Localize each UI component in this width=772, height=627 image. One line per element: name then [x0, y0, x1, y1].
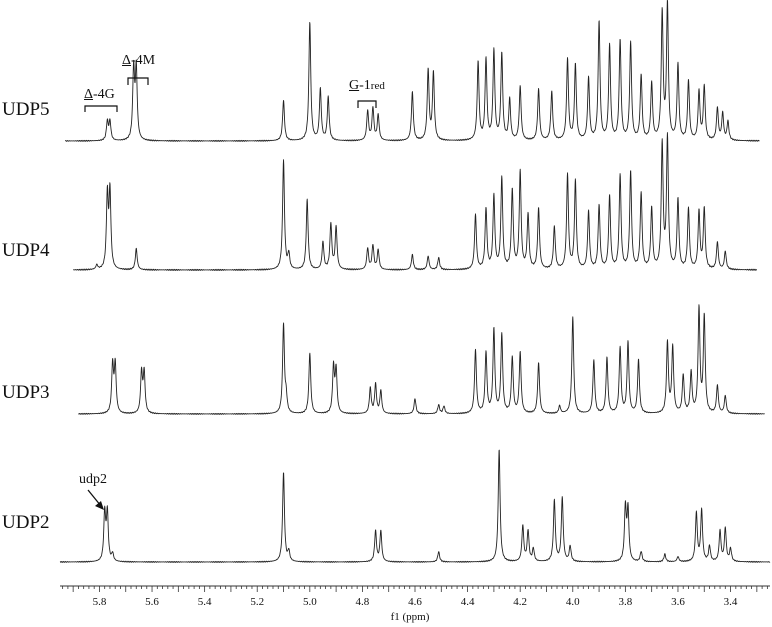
- x-tick-label: 4.6: [408, 596, 422, 608]
- bracket-g1: [357, 100, 377, 108]
- annotation-udp2: udp2: [79, 472, 107, 487]
- bracket-d4m: [127, 77, 149, 85]
- spectrum-line-udp5: [64, 0, 760, 142]
- x-tick-label: 5.2: [250, 596, 264, 608]
- annotation-delta-4m: Δ-4M: [122, 53, 156, 68]
- x-tick-label: 5.6: [145, 596, 159, 608]
- x-tick-label: 3.6: [671, 596, 685, 608]
- spectrum-line-udp2: [59, 449, 771, 563]
- x-tick-label: 4.8: [356, 596, 370, 608]
- x-axis: 5.8 5.6 5.4 5.2 5.0 4.8 4.6 4.4 4.2 4.0 3.8 3.6 3.4: [60, 585, 770, 608]
- x-tick-label: 5.8: [93, 596, 107, 608]
- x-axis-title: f1 (ppm): [391, 611, 430, 623]
- spectrum-label-udp3: UDP3: [2, 382, 50, 403]
- annotation-g-1red: G-1red: [349, 78, 385, 93]
- x-tick-label: 4.4: [461, 596, 475, 608]
- annotation-delta-4g: Δ-4G: [84, 87, 115, 102]
- annotation-brackets: [84, 77, 377, 510]
- x-tick-label: 3.8: [618, 596, 632, 608]
- spectrum-line-udp3: [78, 304, 765, 415]
- x-tick-label: 3.4: [724, 596, 738, 608]
- x-tick-label: 4.0: [566, 596, 580, 608]
- spectrum-label-udp4: UDP4: [2, 240, 50, 261]
- bracket-d4g: [84, 105, 118, 112]
- udp2-arrow-head: [95, 501, 104, 510]
- x-tick-label: 5.0: [303, 596, 317, 608]
- spectrum-line-udp4: [72, 132, 757, 271]
- spectrum-label-udp5: UDP5: [2, 99, 50, 120]
- x-tick-label: 4.2: [513, 596, 527, 608]
- spectrum-label-udp2: UDP2: [2, 512, 50, 533]
- x-tick-label: 5.4: [198, 596, 212, 608]
- spectra-group: [59, 0, 771, 563]
